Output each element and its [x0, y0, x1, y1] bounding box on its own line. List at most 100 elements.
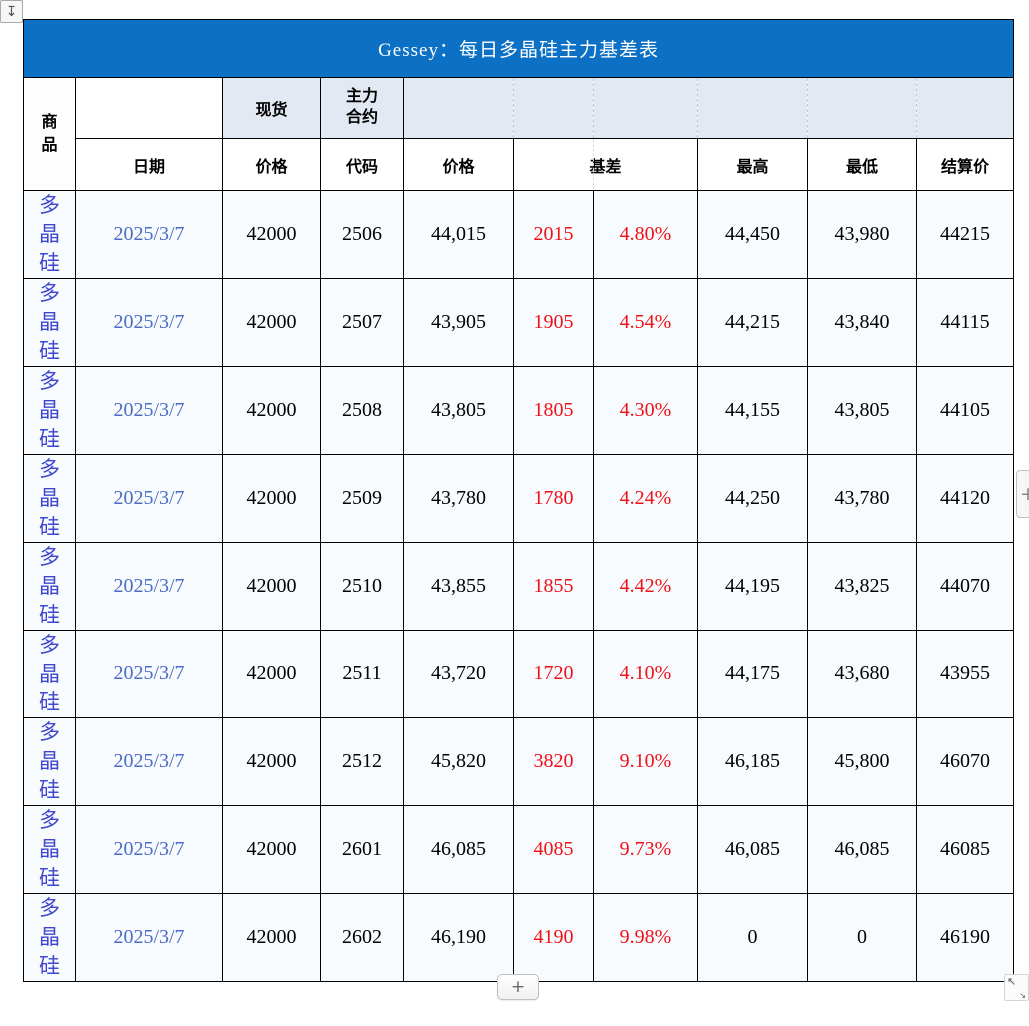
table-title[interactable]: Gessey：每日多晶硅主力基差表 — [22, 19, 1015, 78]
cell-date[interactable]: 2025/3/7 — [75, 629, 223, 719]
cell-contract-code[interactable]: 2511 — [320, 629, 404, 719]
cell-basis-pct[interactable]: 4.42% — [593, 541, 698, 631]
cell-basis-pct[interactable]: 4.80% — [593, 190, 698, 279]
cell-low[interactable]: 46,085 — [807, 805, 917, 895]
cell-spot-price[interactable]: 42000 — [222, 190, 321, 279]
cell-low[interactable]: 45,800 — [807, 717, 917, 807]
cell-product[interactable]: 多晶硅 — [23, 190, 76, 279]
cell-date[interactable]: 2025/3/7 — [75, 277, 223, 367]
cell-basis[interactable]: 1855 — [513, 541, 594, 631]
cell-spot-price[interactable]: 42000 — [222, 717, 321, 807]
cell-basis-pct[interactable]: 9.73% — [593, 805, 698, 895]
cell-basis[interactable]: 1805 — [513, 365, 594, 455]
cell-low[interactable]: 43,825 — [807, 541, 917, 631]
cell-basis[interactable]: 3820 — [513, 717, 594, 807]
cell-basis-pct[interactable]: 4.30% — [593, 365, 698, 455]
header-product[interactable]: 商品 — [23, 77, 76, 191]
cell-basis[interactable]: 4190 — [513, 893, 594, 983]
cell-product[interactable]: 多晶硅 — [23, 277, 76, 367]
cell-contract-code[interactable]: 2506 — [320, 190, 404, 279]
header-spot-group[interactable]: 现货 — [222, 77, 321, 139]
cell-low[interactable]: 0 — [807, 893, 917, 983]
cell-futures-price[interactable]: 45,820 — [403, 717, 514, 807]
cell-high[interactable]: 46,085 — [697, 805, 808, 895]
cell-futures-price[interactable]: 43,780 — [403, 453, 514, 543]
cell-date[interactable]: 2025/3/7 — [75, 365, 223, 455]
cell-basis[interactable]: 1780 — [513, 453, 594, 543]
header-spacer[interactable] — [697, 77, 808, 139]
cell-basis-pct[interactable]: 4.24% — [593, 453, 698, 543]
header-spacer[interactable] — [593, 77, 698, 139]
table-move-handle-button[interactable]: ↧ — [0, 0, 23, 23]
cell-basis-pct[interactable]: 9.98% — [593, 893, 698, 983]
header-date[interactable]: 日期 — [75, 138, 223, 191]
cell-high[interactable]: 44,155 — [697, 365, 808, 455]
cell-low[interactable]: 43,780 — [807, 453, 917, 543]
cell-futures-price[interactable]: 43,905 — [403, 277, 514, 367]
cell-spot-price[interactable]: 42000 — [222, 453, 321, 543]
cell-settlement[interactable]: 44215 — [915, 190, 1015, 279]
cell-high[interactable]: 44,195 — [697, 541, 808, 631]
header-futures-price[interactable]: 价格 — [403, 138, 514, 191]
cell-futures-price[interactable]: 44,015 — [403, 190, 514, 279]
cell-basis-pct[interactable]: 4.54% — [593, 277, 698, 367]
cell-basis[interactable]: 1905 — [513, 277, 594, 367]
cell-contract-code[interactable]: 2602 — [320, 893, 404, 983]
cell-product[interactable]: 多晶硅 — [23, 805, 76, 895]
cell-contract-code[interactable]: 2601 — [320, 805, 404, 895]
cell-high[interactable]: 44,215 — [697, 277, 808, 367]
header-contract-code[interactable]: 代码 — [320, 138, 404, 191]
header-main-contract-group[interactable]: 主力 合约 — [320, 77, 404, 139]
cell-spot-price[interactable]: 42000 — [222, 365, 321, 455]
cell-settlement[interactable]: 44070 — [915, 541, 1015, 631]
cell-futures-price[interactable]: 43,855 — [403, 541, 514, 631]
header-date-spacer[interactable] — [75, 77, 223, 139]
cell-futures-price[interactable]: 43,720 — [403, 629, 514, 719]
cell-spot-price[interactable]: 42000 — [222, 541, 321, 631]
cell-date[interactable]: 2025/3/7 — [75, 190, 223, 279]
cell-spot-price[interactable]: 42000 — [222, 629, 321, 719]
cell-settlement[interactable]: 44120 — [915, 453, 1015, 543]
cell-product[interactable]: 多晶硅 — [23, 453, 76, 543]
cell-low[interactable]: 43,980 — [807, 190, 917, 279]
cell-basis[interactable]: 1720 — [513, 629, 594, 719]
cell-basis-pct[interactable]: 4.10% — [593, 629, 698, 719]
cell-date[interactable]: 2025/3/7 — [75, 541, 223, 631]
header-settlement[interactable]: 结算价 — [915, 138, 1015, 191]
add-row-button[interactable]: + — [497, 974, 539, 1000]
cell-futures-price[interactable]: 46,085 — [403, 805, 514, 895]
header-low[interactable]: 最低 — [807, 138, 917, 191]
cell-settlement[interactable]: 46190 — [915, 893, 1015, 983]
cell-settlement[interactable]: 46085 — [915, 805, 1015, 895]
cell-low[interactable]: 43,680 — [807, 629, 917, 719]
cell-settlement[interactable]: 43955 — [915, 629, 1015, 719]
add-column-button[interactable]: + — [1016, 470, 1029, 518]
cell-date[interactable]: 2025/3/7 — [75, 805, 223, 895]
cell-spot-price[interactable]: 42000 — [222, 277, 321, 367]
cell-date[interactable]: 2025/3/7 — [75, 453, 223, 543]
cell-settlement[interactable]: 46070 — [915, 717, 1015, 807]
cell-contract-code[interactable]: 2508 — [320, 365, 404, 455]
cell-product[interactable]: 多晶硅 — [23, 893, 76, 983]
header-spacer[interactable] — [807, 77, 917, 139]
cell-contract-code[interactable]: 2510 — [320, 541, 404, 631]
cell-futures-price[interactable]: 46,190 — [403, 893, 514, 983]
cell-spot-price[interactable]: 42000 — [222, 805, 321, 895]
cell-product[interactable]: 多晶硅 — [23, 365, 76, 455]
cell-basis-pct[interactable]: 9.10% — [593, 717, 698, 807]
cell-high[interactable]: 44,175 — [697, 629, 808, 719]
header-spacer[interactable] — [513, 77, 594, 139]
cell-contract-code[interactable]: 2509 — [320, 453, 404, 543]
header-spacer[interactable] — [403, 77, 514, 139]
cell-contract-code[interactable]: 2512 — [320, 717, 404, 807]
header-spot-price[interactable]: 价格 — [222, 138, 321, 191]
cell-low[interactable]: 43,805 — [807, 365, 917, 455]
cell-date[interactable]: 2025/3/7 — [75, 717, 223, 807]
cell-basis[interactable]: 4085 — [513, 805, 594, 895]
cell-low[interactable]: 43,840 — [807, 277, 917, 367]
cell-settlement[interactable]: 44105 — [915, 365, 1015, 455]
cell-product[interactable]: 多晶硅 — [23, 541, 76, 631]
cell-product[interactable]: 多晶硅 — [23, 629, 76, 719]
cell-futures-price[interactable]: 43,805 — [403, 365, 514, 455]
cell-high[interactable]: 44,250 — [697, 453, 808, 543]
